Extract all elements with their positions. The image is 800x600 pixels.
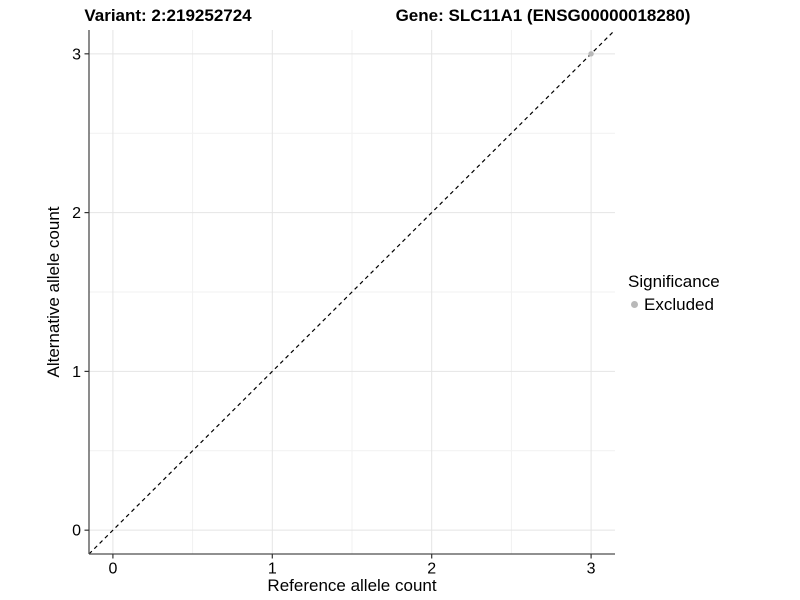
gene-title: Gene: SLC11A1 (ENSG00000018280) bbox=[395, 6, 691, 25]
excluded-point-icon bbox=[631, 301, 638, 308]
x-tick-label: 1 bbox=[268, 561, 277, 578]
legend: Significance Excluded bbox=[628, 271, 720, 315]
y-tick-label: 2 bbox=[72, 205, 81, 222]
data-point bbox=[588, 51, 594, 57]
x-tick-label: 0 bbox=[108, 561, 117, 578]
y-tick-label: 1 bbox=[72, 364, 81, 381]
x-tick-label: 3 bbox=[587, 561, 596, 578]
identity-line bbox=[88, 29, 616, 555]
y-tick-label: 0 bbox=[72, 523, 81, 540]
legend-title: Significance bbox=[628, 272, 720, 291]
x-tick-label: 2 bbox=[427, 561, 436, 578]
x-axis-title: Reference allele count bbox=[267, 576, 437, 595]
legend-item-excluded: Excluded bbox=[628, 294, 720, 315]
y-axis-title: Alternative allele count bbox=[44, 206, 63, 378]
y-tick-label: 3 bbox=[72, 46, 81, 63]
legend-item-label: Excluded bbox=[644, 295, 714, 314]
variant-title: Variant: 2:219252724 bbox=[84, 6, 252, 25]
